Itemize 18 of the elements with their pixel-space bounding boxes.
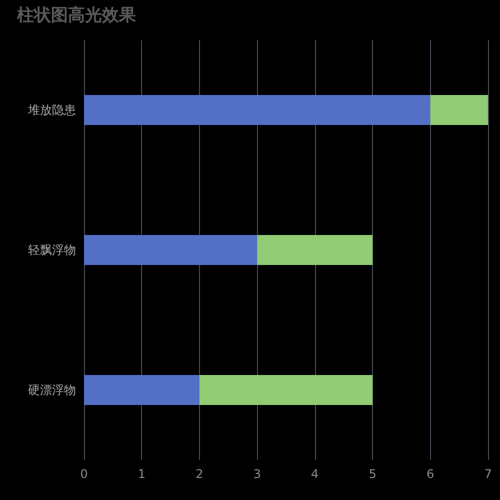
y-tick-label: 堆放隐患 [27,103,76,117]
chart-title: 柱状图高光效果 [16,6,137,26]
x-tick-label: 0 [80,467,88,481]
x-tick-label: 2 [196,467,204,481]
x-tick-label: 1 [138,467,146,481]
bar [257,235,373,265]
y-tick-label: 硬漂浮物 [28,383,76,397]
bar [199,375,373,405]
bar [84,375,200,405]
x-tick-label: 6 [426,467,434,481]
x-tick-label: 7 [484,467,492,481]
y-tick-label: 轻飘浮物 [28,243,76,257]
bar [84,235,258,265]
x-tick-label: 5 [368,467,376,481]
bar [84,95,430,125]
x-tick-label: 4 [311,467,319,481]
x-tick-label: 3 [253,467,261,481]
bar [430,95,488,125]
